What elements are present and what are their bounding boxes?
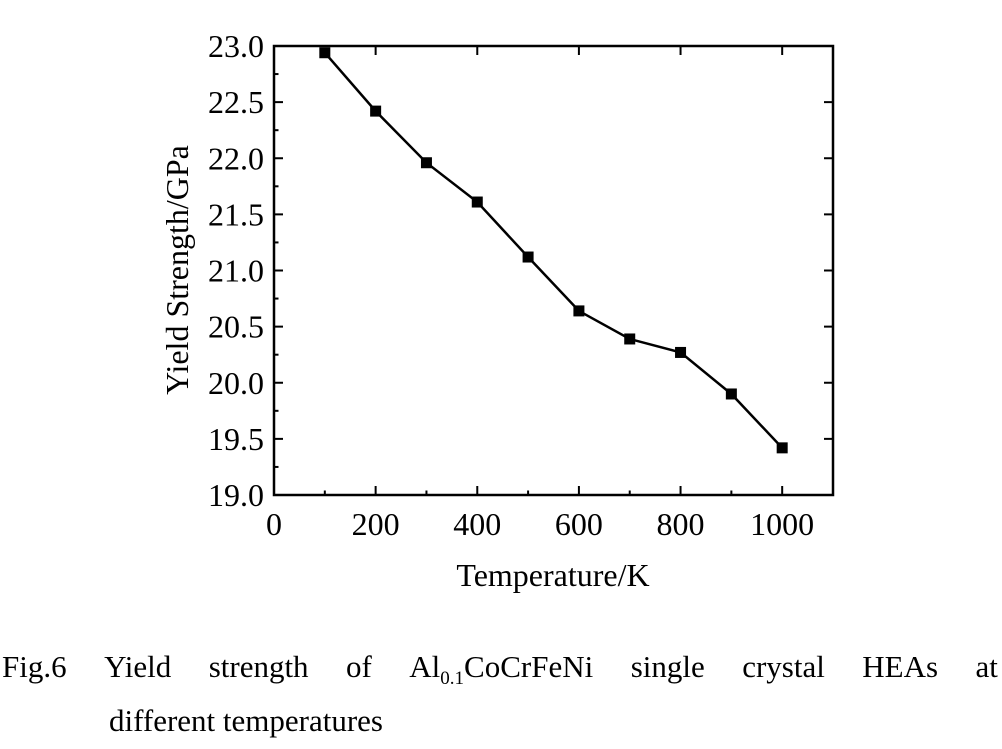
caption-word: crystal <box>742 649 825 684</box>
series-line <box>323 51 784 449</box>
x-tick-label: 200 <box>352 506 400 542</box>
y-tick-label: 20.0 <box>208 365 264 401</box>
caption-word: HEAs <box>862 649 939 684</box>
x-tick-label: 0 <box>266 506 282 542</box>
data-point-marker <box>573 305 585 317</box>
y-tick-label: 22.0 <box>208 140 264 176</box>
data-point-marker <box>675 346 687 358</box>
y-tick-label: 22.5 <box>208 84 264 120</box>
yield-strength-chart: 0 200 400 600 800 1000 19.0 19.5 20.0 20.5 21.0 21… <box>159 28 835 593</box>
caption-word: at <box>975 649 998 684</box>
x-tick-label: 800 <box>657 506 705 542</box>
caption-word: of <box>346 649 372 684</box>
data-point-marker <box>776 442 788 454</box>
x-tick-label: 600 <box>555 506 603 542</box>
x-tick-label: 1000 <box>750 506 814 542</box>
plot-frame <box>272 44 835 497</box>
caption-word: single <box>630 649 705 684</box>
figure-number: Fig.6 <box>2 649 67 684</box>
data-point-marker <box>420 157 432 169</box>
data-point-marker <box>624 333 636 345</box>
caption-word: Yield <box>104 649 172 684</box>
y-tick-label: 20.5 <box>208 309 264 345</box>
alloy-name: Al0.1CoCrFeNi <box>409 649 594 689</box>
data-point-marker <box>370 105 382 117</box>
data-point-marker <box>319 47 331 59</box>
y-axis-label: Yield Strength/GPa <box>159 145 195 395</box>
y-tick-label: 19.0 <box>208 477 264 513</box>
caption-word: strength <box>208 649 309 684</box>
figure-caption: Fig.6 Yield strength of Al0.1CoCrFeNi si… <box>2 646 998 742</box>
y-tick-label: 23.0 <box>208 28 264 64</box>
data-point-marker <box>471 196 483 208</box>
data-point-marker <box>725 388 737 400</box>
caption-line-1: Fig.6 Yield strength of Al0.1CoCrFeNi si… <box>2 646 998 700</box>
x-axis-label: Temperature/K <box>456 557 649 593</box>
data-point-marker <box>522 251 534 263</box>
y-tick-label: 19.5 <box>208 421 264 457</box>
caption-line-2: different temperatures <box>109 703 383 738</box>
y-tick-label: 21.0 <box>208 253 264 289</box>
x-tick-label: 400 <box>453 506 501 542</box>
y-tick-label: 21.5 <box>208 196 264 232</box>
